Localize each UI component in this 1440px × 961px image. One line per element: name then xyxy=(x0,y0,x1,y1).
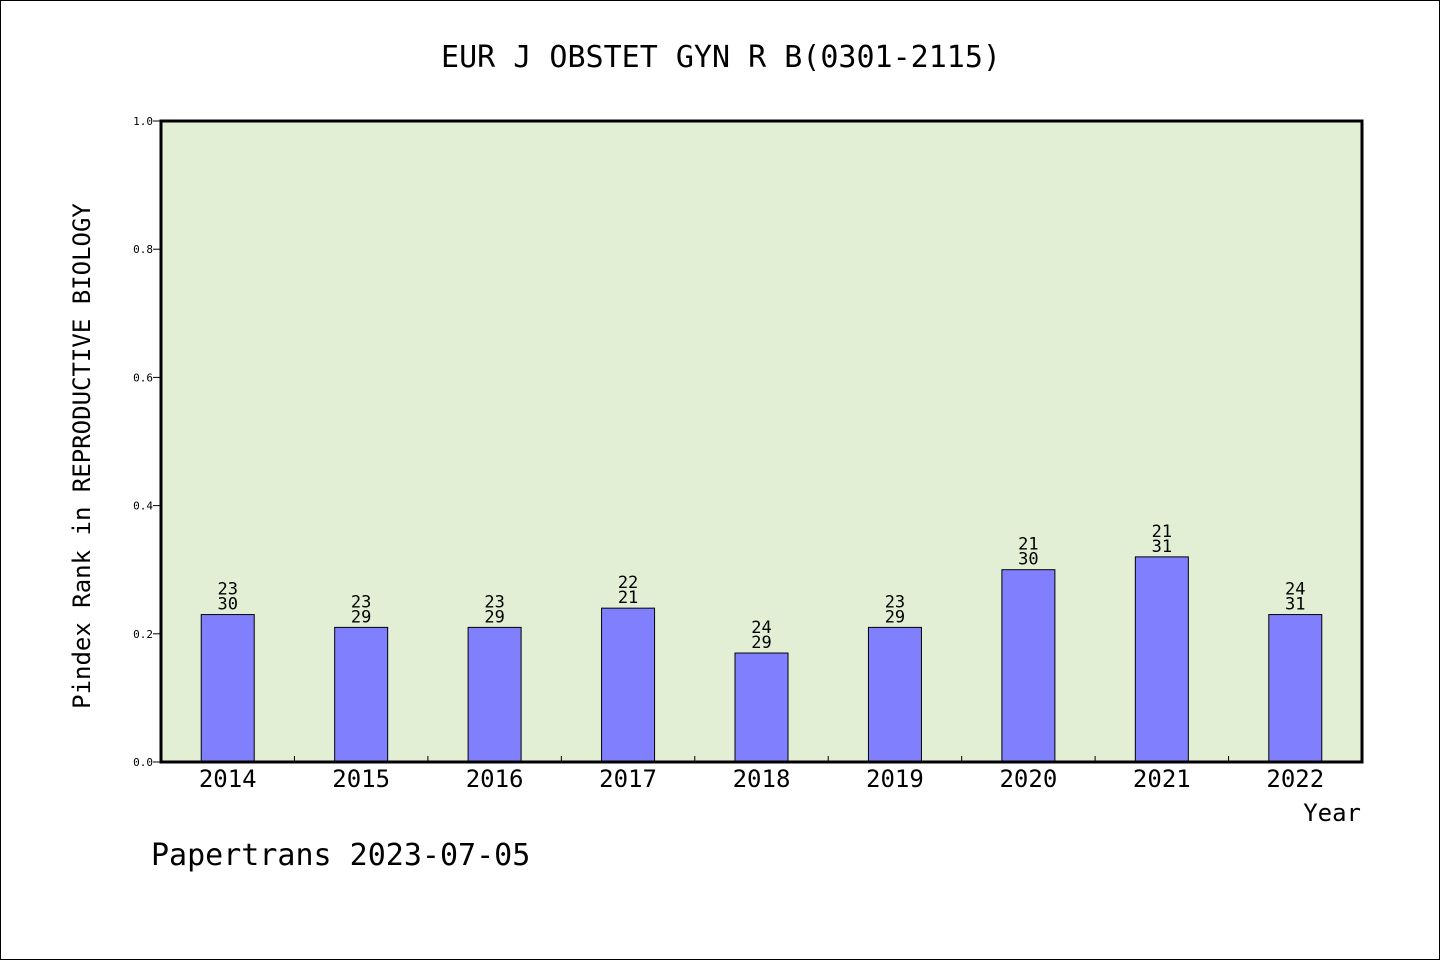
bar xyxy=(1001,569,1056,763)
y-tick-label: 0.4 xyxy=(133,500,153,513)
y-tick-label: 0.6 xyxy=(133,371,153,384)
x-tick-label: 2015 xyxy=(332,765,390,793)
y-tick-label: 0.0 xyxy=(133,756,153,769)
bar-label-top: 21 xyxy=(1018,535,1038,555)
bar-label-top: 23 xyxy=(217,580,237,600)
x-axis: 2014 2015 2016 2017 2018 2019 2020 2021 2022 xyxy=(199,756,1324,793)
bar xyxy=(200,614,255,763)
bar-label-bottom: 29 xyxy=(484,607,504,627)
bar-label-top: 24 xyxy=(1285,580,1305,600)
bar-label-top: 23 xyxy=(484,592,504,612)
y-tick-label: 1.0 xyxy=(133,115,153,128)
y-tick-label: 0.2 xyxy=(133,628,153,641)
y-axis-title: Pindex Rank in REPRODUCTIVE BIOLOGY xyxy=(68,203,96,709)
bar-label-bottom: 31 xyxy=(1285,595,1305,615)
x-tick-label: 2020 xyxy=(999,765,1057,793)
x-axis-title: Year xyxy=(1303,799,1361,827)
bar-label-bottom: 30 xyxy=(1018,550,1038,570)
bar xyxy=(334,626,389,763)
bar-label-bottom: 21 xyxy=(618,588,638,608)
bar-label-bottom: 31 xyxy=(1152,537,1172,557)
x-tick-label: 2014 xyxy=(199,765,257,793)
bar-label-top: 21 xyxy=(1152,522,1172,542)
bar-label-top: 22 xyxy=(618,573,638,593)
bar xyxy=(734,652,789,763)
y-tick-label: 0.8 xyxy=(133,243,153,256)
x-tick-label: 2022 xyxy=(1266,765,1324,793)
bar-label-top: 23 xyxy=(351,592,371,612)
x-tick-label: 2019 xyxy=(866,765,924,793)
x-tick-label: 2016 xyxy=(466,765,524,793)
plot-border xyxy=(159,119,1364,764)
bar-label-bottom: 29 xyxy=(351,607,371,627)
footer-credit: Papertrans 2023-07-05 xyxy=(151,838,530,873)
bar xyxy=(1268,614,1323,763)
bar-label-bottom: 29 xyxy=(751,633,771,653)
bar xyxy=(867,626,922,763)
bar-label-top: 23 xyxy=(885,592,905,612)
x-tick-label: 2021 xyxy=(1133,765,1191,793)
bar xyxy=(467,626,522,763)
bar xyxy=(1134,556,1189,763)
chart-title: EUR J OBSTET GYN R B(0301-2115) xyxy=(441,40,1001,75)
y-axis: 0.0 0.2 0.4 0.6 0.8 1.0 xyxy=(133,115,161,769)
bar xyxy=(601,607,656,763)
x-tick-label: 2018 xyxy=(733,765,791,793)
bar-label-top: 24 xyxy=(751,618,771,638)
x-tick-label: 2017 xyxy=(599,765,657,793)
bar-series xyxy=(200,556,1323,763)
bar-label-bottom: 30 xyxy=(217,595,237,615)
bar-label-bottom: 29 xyxy=(885,607,905,627)
